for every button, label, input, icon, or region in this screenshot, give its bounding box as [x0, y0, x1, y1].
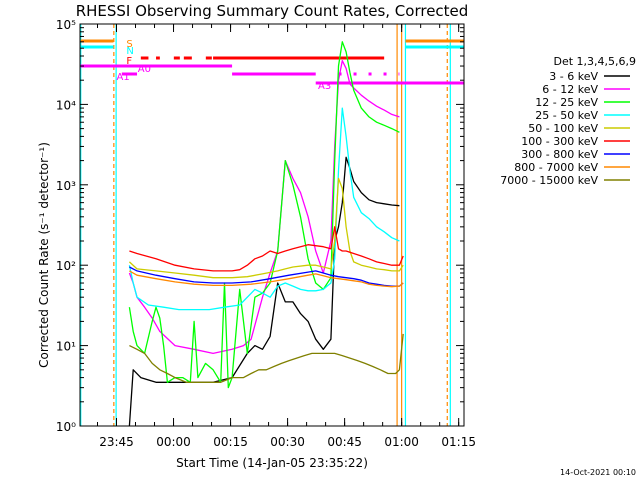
flag-label: A0 — [138, 64, 151, 75]
y-tick-label: 10¹ — [56, 340, 76, 354]
legend-title: Det 1,3,4,5,6,9 — [553, 55, 636, 68]
x-tick-label: 23:45 — [99, 435, 134, 449]
series-line — [129, 266, 404, 287]
flag-bars: SNF A0 A1 A3 — [80, 39, 464, 92]
flag-label: S — [126, 39, 132, 50]
axes: 10⁰ 10¹ 10² 10³ 10⁴ 10⁵ 23:45 00:00 00:15 00:30 00… — [56, 18, 476, 449]
x-tick-label: 01:00 — [384, 435, 419, 449]
x-tick-label: 00:30 — [270, 435, 305, 449]
series-line — [129, 226, 404, 272]
y-tick-label: 10⁰ — [56, 420, 76, 434]
y-axis-label: Corrected Count Rate (s⁻¹ detector⁻¹) — [37, 142, 51, 368]
flag-label: F — [126, 56, 132, 67]
series-line — [129, 270, 404, 288]
series-line — [128, 41, 400, 389]
legend-entry: 12 - 25 keV — [535, 96, 598, 109]
legend-entry: 7000 - 15000 keV — [500, 174, 598, 187]
x-tick-label: 00:00 — [156, 435, 191, 449]
x-tick-label: 00:15 — [213, 435, 248, 449]
legend-entry: 25 - 50 keV — [535, 109, 598, 122]
series-line — [128, 177, 404, 279]
x-tick-label: 01:15 — [441, 435, 476, 449]
chart-title: RHESSI Observing Summary Count Rates, Co… — [76, 2, 469, 20]
footer-timestamp: 14-Oct-2021 00:10 — [560, 468, 636, 477]
series-line — [128, 60, 400, 355]
series-line — [129, 333, 404, 383]
flag-label: A1 — [116, 72, 129, 83]
y-tick-label: 10⁴ — [56, 98, 76, 112]
y-tick-label: 10² — [56, 259, 76, 273]
x-axis-label: Start Time (14-Jan-05 23:35:22) — [176, 456, 368, 470]
flag-label: A3 — [318, 81, 331, 92]
legend-entry: 800 - 7000 keV — [514, 161, 598, 174]
series-line — [128, 107, 400, 311]
plot-frame — [79, 23, 465, 427]
legend-entry: 3 - 6 keV — [549, 70, 598, 83]
legend-entry: 100 - 300 keV — [521, 135, 598, 148]
plot-area — [80, 24, 451, 426]
series-layer — [128, 41, 404, 427]
y-tick-label: 10⁵ — [56, 18, 76, 32]
flag-label: N — [126, 46, 133, 57]
legend-entry: 50 - 100 keV — [528, 122, 598, 135]
x-tick-label: 00:45 — [327, 435, 362, 449]
legend-entry: 300 - 800 keV — [521, 148, 598, 161]
legend-entry: 6 - 12 keV — [542, 83, 598, 96]
y-tick-label: 10³ — [56, 179, 76, 193]
